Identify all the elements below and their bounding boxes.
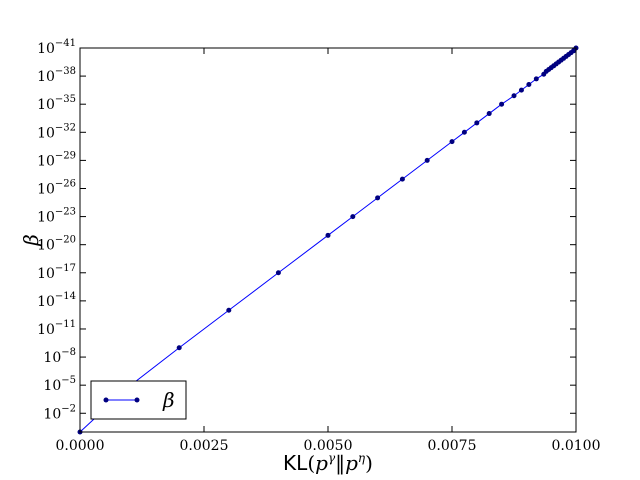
y-tick-label: 10−41 (37, 38, 76, 57)
y-tick-label: 10−5 (43, 375, 76, 394)
data-point (486, 111, 492, 117)
data-point (176, 345, 182, 351)
data-point (533, 76, 539, 82)
data-point (474, 120, 480, 126)
legend-marker (134, 397, 140, 403)
data-point (375, 195, 381, 201)
x-axis-label: KL(pγ‖pη) (283, 451, 373, 476)
plot-area (77, 45, 579, 435)
data-point (449, 139, 455, 145)
y-tick-label: 10−2 (43, 403, 76, 422)
y-tick-label: 10−8 (43, 347, 76, 366)
data-point (226, 307, 232, 313)
data-point (499, 101, 505, 107)
x-tick-label: 0.0025 (180, 438, 229, 454)
y-tick-label: 10−26 (37, 178, 76, 197)
legend: β (90, 380, 187, 420)
axes: 0.0000 0.0025 0.0050 0.0075 0.0100 10−2 10−5 10… (37, 38, 600, 454)
data-point (424, 157, 430, 163)
data-point (399, 176, 405, 182)
y-tick-label: 10−20 (37, 235, 76, 254)
data-point (461, 129, 467, 135)
data-point (526, 82, 532, 88)
y-axis-label: β (19, 234, 43, 247)
legend-label: β (162, 388, 175, 412)
y-tick-label: 10−35 (37, 94, 76, 113)
y-tick-label: 10−11 (37, 319, 76, 338)
data-point (511, 93, 517, 99)
y-tick-label: 10−23 (37, 207, 76, 226)
y-tick-label: 10−17 (37, 263, 76, 282)
y-tick-label: 10−38 (37, 66, 76, 85)
x-tick-label: 0.0000 (56, 438, 105, 454)
data-point (325, 232, 331, 238)
legend-marker (103, 397, 109, 403)
data-point (275, 270, 281, 276)
y-tick-label: 10−14 (37, 291, 76, 310)
data-point (518, 87, 524, 93)
x-tick-label: 0.0050 (304, 438, 353, 454)
data-point (350, 214, 356, 220)
y-tick-label: 10−32 (37, 122, 76, 141)
x-tick-label: 0.0075 (428, 438, 477, 454)
x-tick-label: 0.0100 (552, 438, 601, 454)
y-tick-label: 10−29 (37, 150, 76, 169)
